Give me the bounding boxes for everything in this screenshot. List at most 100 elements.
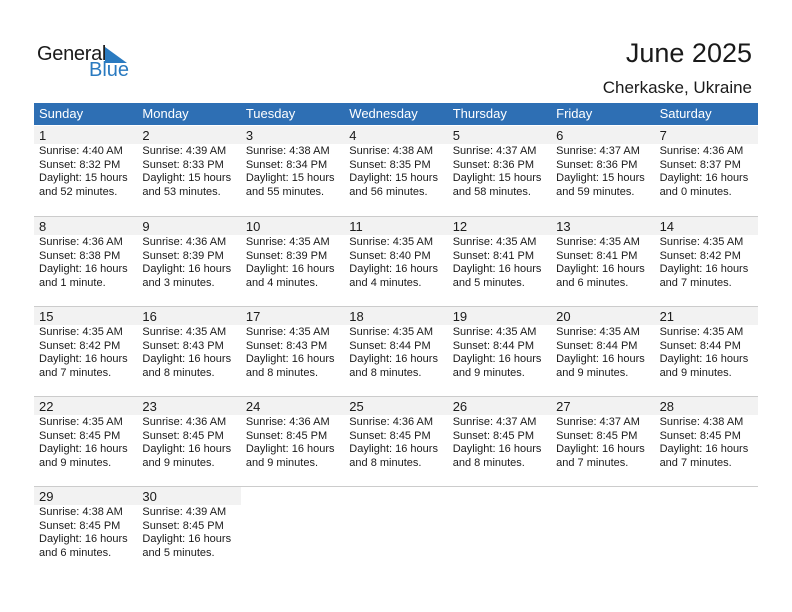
sunrise-text: Sunrise: 4:35 AM: [142, 326, 227, 338]
daylight-text: Daylight: 16 hours: [245, 263, 335, 275]
daylight-text: Daylight: 16 hours: [39, 353, 128, 365]
sunrise-text: Sunrise: 4:39 AM: [142, 145, 227, 157]
day-number: 13: [556, 219, 571, 234]
daylight-text: Daylight: 15 hours: [349, 172, 438, 184]
sunset-text: Sunset: 8:34 PM: [245, 158, 328, 171]
sunrise-text: Sunrise: 4:35 AM: [245, 326, 330, 338]
date-row: 15 16 17 18 19 20 21: [34, 306, 758, 325]
day-number: 6: [556, 128, 564, 143]
day-cell: Sunrise: 4:35 AM Sunset: 8:40 PM Daylight:…: [344, 235, 447, 290]
day-number: 27: [556, 399, 571, 414]
weekday-friday: Friday: [556, 106, 593, 121]
day-number: 17: [245, 309, 261, 324]
day-number: [447, 487, 552, 506]
minutes-text: and 0 minutes.: [659, 185, 732, 198]
day-cell: Sunrise: 4:37 AM Sunset: 8:45 PM Daylight:…: [551, 415, 654, 470]
daylight-text: Daylight: 16 hours: [556, 443, 645, 455]
day-cell: Sunrise: 4:35 AM Sunset: 8:41 PM Daylight:…: [551, 235, 654, 290]
sunrise-text: Sunrise: 4:35 AM: [452, 236, 537, 248]
sunset-text: Sunset: 8:44 PM: [556, 339, 638, 352]
day-number: 10: [245, 219, 261, 234]
minutes-text: and 58 minutes.: [452, 185, 531, 198]
daylight-text: Daylight: 16 hours: [659, 353, 749, 365]
sunset-text: Sunset: 8:45 PM: [39, 519, 121, 532]
sunrise-text: Sunrise: 4:35 AM: [349, 236, 434, 248]
sunset-text: Sunset: 8:37 PM: [659, 158, 741, 171]
date-row: 8 9 10 11 12 13 14: [34, 216, 758, 235]
minutes-text: and 52 minutes.: [39, 185, 118, 198]
minutes-text: and 9 minutes.: [142, 456, 215, 469]
day-cell: Sunrise: 4:35 AM Sunset: 8:42 PM Daylight:…: [34, 325, 137, 380]
daylight-text: Daylight: 16 hours: [659, 443, 749, 455]
sunrise-text: Sunrise: 4:39 AM: [142, 506, 227, 518]
daylight-text: Daylight: 16 hours: [39, 533, 128, 545]
sunset-text: Sunset: 8:42 PM: [659, 249, 741, 262]
location: Cherkaske, Ukraine: [602, 78, 752, 97]
weekday-saturday: Saturday: [659, 106, 712, 121]
sunset-text: Sunset: 8:45 PM: [245, 429, 328, 442]
sunset-text: Sunset: 8:35 PM: [349, 158, 431, 171]
sunrise-text: Sunrise: 4:35 AM: [39, 416, 123, 428]
day-cell: Sunrise: 4:35 AM Sunset: 8:41 PM Daylight:…: [448, 235, 551, 290]
day-number: 18: [349, 309, 364, 324]
daylight-text: Daylight: 16 hours: [556, 353, 645, 365]
day-cell: Sunrise: 4:37 AM Sunset: 8:36 PM Daylight:…: [551, 144, 654, 199]
daylight-text: Daylight: 16 hours: [349, 353, 438, 365]
logo-triangle-icon: [105, 47, 127, 63]
minutes-text: and 7 minutes.: [39, 366, 112, 379]
day-cell: [655, 505, 758, 560]
sunset-text: Sunset: 8:32 PM: [39, 158, 121, 171]
day-cell: Sunrise: 4:35 AM Sunset: 8:44 PM Daylight:…: [655, 325, 758, 380]
info-row: Sunrise: 4:40 AM Sunset: 8:32 PM Daylight:…: [34, 144, 758, 199]
logo-text-general: General: [37, 43, 107, 65]
sunset-text: Sunset: 8:41 PM: [452, 249, 535, 262]
daylight-text: Daylight: 16 hours: [556, 263, 645, 275]
minutes-text: and 9 minutes.: [39, 456, 112, 469]
day-number: 25: [349, 399, 364, 414]
logo-text-blue: Blue: [89, 59, 130, 81]
minutes-text: and 8 minutes.: [142, 366, 215, 379]
daylight-text: Daylight: 16 hours: [349, 443, 438, 455]
sunset-text: Sunset: 8:39 PM: [142, 249, 224, 262]
sunrise-text: Sunrise: 4:36 AM: [245, 416, 330, 428]
minutes-text: and 59 minutes.: [556, 185, 635, 198]
sunset-text: Sunset: 8:33 PM: [142, 158, 224, 171]
weekday-monday: Monday: [142, 106, 189, 121]
minutes-text: and 5 minutes.: [452, 276, 525, 289]
sunset-text: Sunset: 8:45 PM: [39, 429, 121, 442]
daylight-text: Daylight: 15 hours: [452, 172, 542, 184]
daylight-text: Daylight: 16 hours: [349, 263, 438, 275]
day-number: 21: [659, 309, 675, 324]
day-cell: [448, 505, 551, 560]
daylight-text: Daylight: 16 hours: [452, 443, 542, 455]
page-title: June 2025: [625, 38, 752, 68]
daylight-text: Daylight: 16 hours: [142, 443, 232, 455]
week-row: 8 9 10 11 12 13 14 Sunrise: 4:36 AM Sunset: 8:38…: [34, 216, 758, 306]
weekday-sunday: Sunday: [39, 106, 84, 121]
minutes-text: and 8 minutes.: [245, 366, 318, 379]
day-number: 24: [245, 399, 261, 414]
daylight-text: Daylight: 16 hours: [39, 263, 128, 275]
minutes-text: and 7 minutes.: [659, 276, 732, 289]
sunset-text: Sunset: 8:45 PM: [142, 429, 224, 442]
minutes-text: and 8 minutes.: [349, 366, 422, 379]
day-cell: Sunrise: 4:35 AM Sunset: 8:45 PM Daylight:…: [34, 415, 137, 470]
day-cell: Sunrise: 4:36 AM Sunset: 8:45 PM Daylight:…: [137, 415, 240, 470]
daylight-text: Daylight: 15 hours: [39, 172, 128, 184]
minutes-text: and 9 minutes.: [245, 456, 318, 469]
sunset-text: Sunset: 8:41 PM: [556, 249, 638, 262]
minutes-text: and 3 minutes.: [142, 276, 215, 289]
day-number: 15: [39, 309, 54, 324]
day-cell: Sunrise: 4:38 AM Sunset: 8:45 PM Daylight:…: [34, 505, 137, 560]
daylight-text: Daylight: 15 hours: [556, 172, 645, 184]
sunset-text: Sunset: 8:44 PM: [452, 339, 535, 352]
sunrise-text: Sunrise: 4:35 AM: [659, 326, 744, 338]
day-cell: Sunrise: 4:36 AM Sunset: 8:45 PM Daylight:…: [344, 415, 447, 470]
sunrise-text: Sunrise: 4:36 AM: [142, 236, 227, 248]
sunrise-text: Sunrise: 4:36 AM: [349, 416, 434, 428]
sunrise-text: Sunrise: 4:37 AM: [452, 145, 537, 157]
day-cell: [344, 505, 447, 560]
day-cell: Sunrise: 4:38 AM Sunset: 8:35 PM Daylight:…: [344, 144, 447, 199]
sunset-text: Sunset: 8:45 PM: [452, 429, 535, 442]
